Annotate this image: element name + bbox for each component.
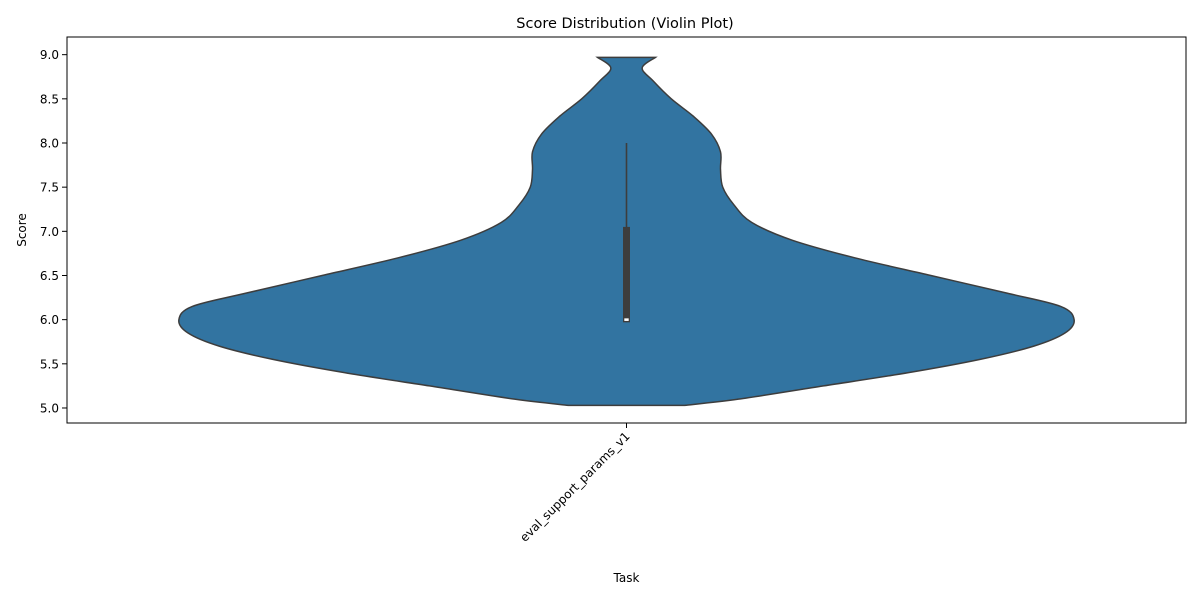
violin-median: [624, 318, 629, 321]
y-axis: 5.0 5.5 6.0 6.5 7.0 7.5 8.0 8.5 9.0: [40, 48, 67, 415]
y-tick-label: 9.0: [40, 48, 59, 62]
chart-title: Score Distribution (Violin Plot): [516, 16, 733, 32]
y-tick-label: 5.5: [40, 357, 59, 371]
y-tick-label: 6.5: [40, 269, 59, 283]
x-tick-label: eval_support_params_v1: [517, 429, 632, 544]
y-tick-label: 7.5: [40, 181, 59, 195]
y-tick-label: 6.0: [40, 313, 59, 327]
violin-group: [178, 56, 1075, 407]
plot-frame: [66, 36, 1187, 424]
y-tick-label: 8.5: [40, 92, 59, 106]
x-axis: eval_support_params_v1: [517, 423, 633, 545]
y-tick-label: 5.0: [40, 401, 59, 415]
x-axis-label: Task: [613, 571, 640, 585]
y-tick-label: 7.0: [40, 225, 59, 239]
y-tick-label: 8.0: [40, 136, 59, 150]
violin-iqr-box: [623, 226, 630, 323]
y-axis-label: Score: [15, 213, 29, 247]
